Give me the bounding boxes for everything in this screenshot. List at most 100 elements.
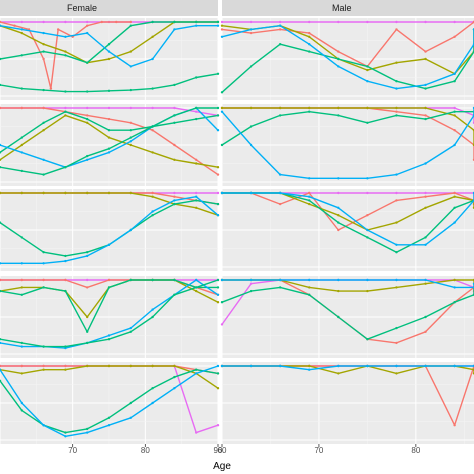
series-point [453,129,456,132]
series-point [151,35,154,38]
series-point [278,364,282,368]
series-point [337,278,340,282]
series-point [42,251,45,254]
series-point [64,259,67,263]
series-point [42,50,45,53]
series-point [20,143,23,147]
series-point [453,114,456,117]
series-point [424,278,427,282]
series-point [337,65,340,68]
series-point [395,341,398,345]
series-point [308,106,311,110]
series-point [216,114,220,117]
panel-female-row-2 [0,104,219,186]
series-point [42,278,45,282]
series-point [42,262,45,265]
series-point [86,431,89,434]
series-point [64,50,67,53]
series-point [151,195,154,198]
series-point [195,110,198,113]
series-point [86,315,89,319]
strip-female [0,0,218,16]
series-point [151,125,154,128]
series-point [0,278,2,282]
series-point [395,110,398,113]
series-point [173,199,176,202]
series-point [195,286,198,289]
series-point [337,177,340,180]
series-point [395,173,398,176]
series-point [64,166,67,169]
series-point [129,364,132,368]
series-point [173,106,176,110]
series-point [366,228,369,232]
series-point [107,243,111,246]
series-point [366,80,369,83]
series-point [366,20,369,24]
series-point [151,315,154,319]
series-point [86,117,89,121]
series-point [308,202,311,206]
series-point [395,372,398,375]
series-point [308,50,311,53]
series-point [337,228,340,232]
series-point [249,289,253,293]
panel-male-row-5 [221,362,474,444]
series-point [395,87,398,90]
series-point [151,308,154,311]
series-point [337,191,340,195]
series-point [107,191,111,195]
series-point [107,89,111,93]
series-point [151,401,154,405]
series-point [308,293,311,296]
series-point [220,191,224,195]
series-point [453,35,456,38]
series-point [453,110,456,113]
strip-label-female: Female [67,3,97,13]
series-point [0,20,2,24]
series-point [20,169,23,173]
series-point [249,191,253,195]
series-point [220,20,224,24]
series-point [0,83,2,87]
series-point [42,364,45,368]
series-point [0,221,2,224]
series-point [395,61,398,64]
series-point [20,409,23,412]
series-point [107,129,111,132]
series-point [42,286,45,289]
series-point [337,57,340,61]
series-point [42,43,45,46]
series-point [0,341,2,345]
series-point [86,364,89,368]
series-point [195,76,198,79]
series-point [220,364,224,368]
series-point [395,278,398,282]
series-point [424,87,427,90]
series-point [129,88,132,92]
series-point [216,372,220,375]
series-point [107,416,111,419]
series-point [42,121,45,125]
series-point [395,106,398,110]
series-point [42,106,45,110]
series-point [86,278,89,282]
series-point [20,87,23,90]
series-point [308,286,311,289]
series-point [0,151,2,154]
series-point [216,24,220,27]
series-point [173,202,176,206]
series-point [20,401,23,405]
x-tick-label: 80 [411,446,420,455]
series-point [216,278,220,282]
series-point [308,43,311,46]
series-point [107,57,111,61]
series-point [13,24,16,27]
series-point [395,28,398,31]
series-point [395,114,398,117]
series-point [453,364,456,368]
series-point [249,282,253,285]
series-point [278,43,282,46]
series-point [249,28,253,31]
